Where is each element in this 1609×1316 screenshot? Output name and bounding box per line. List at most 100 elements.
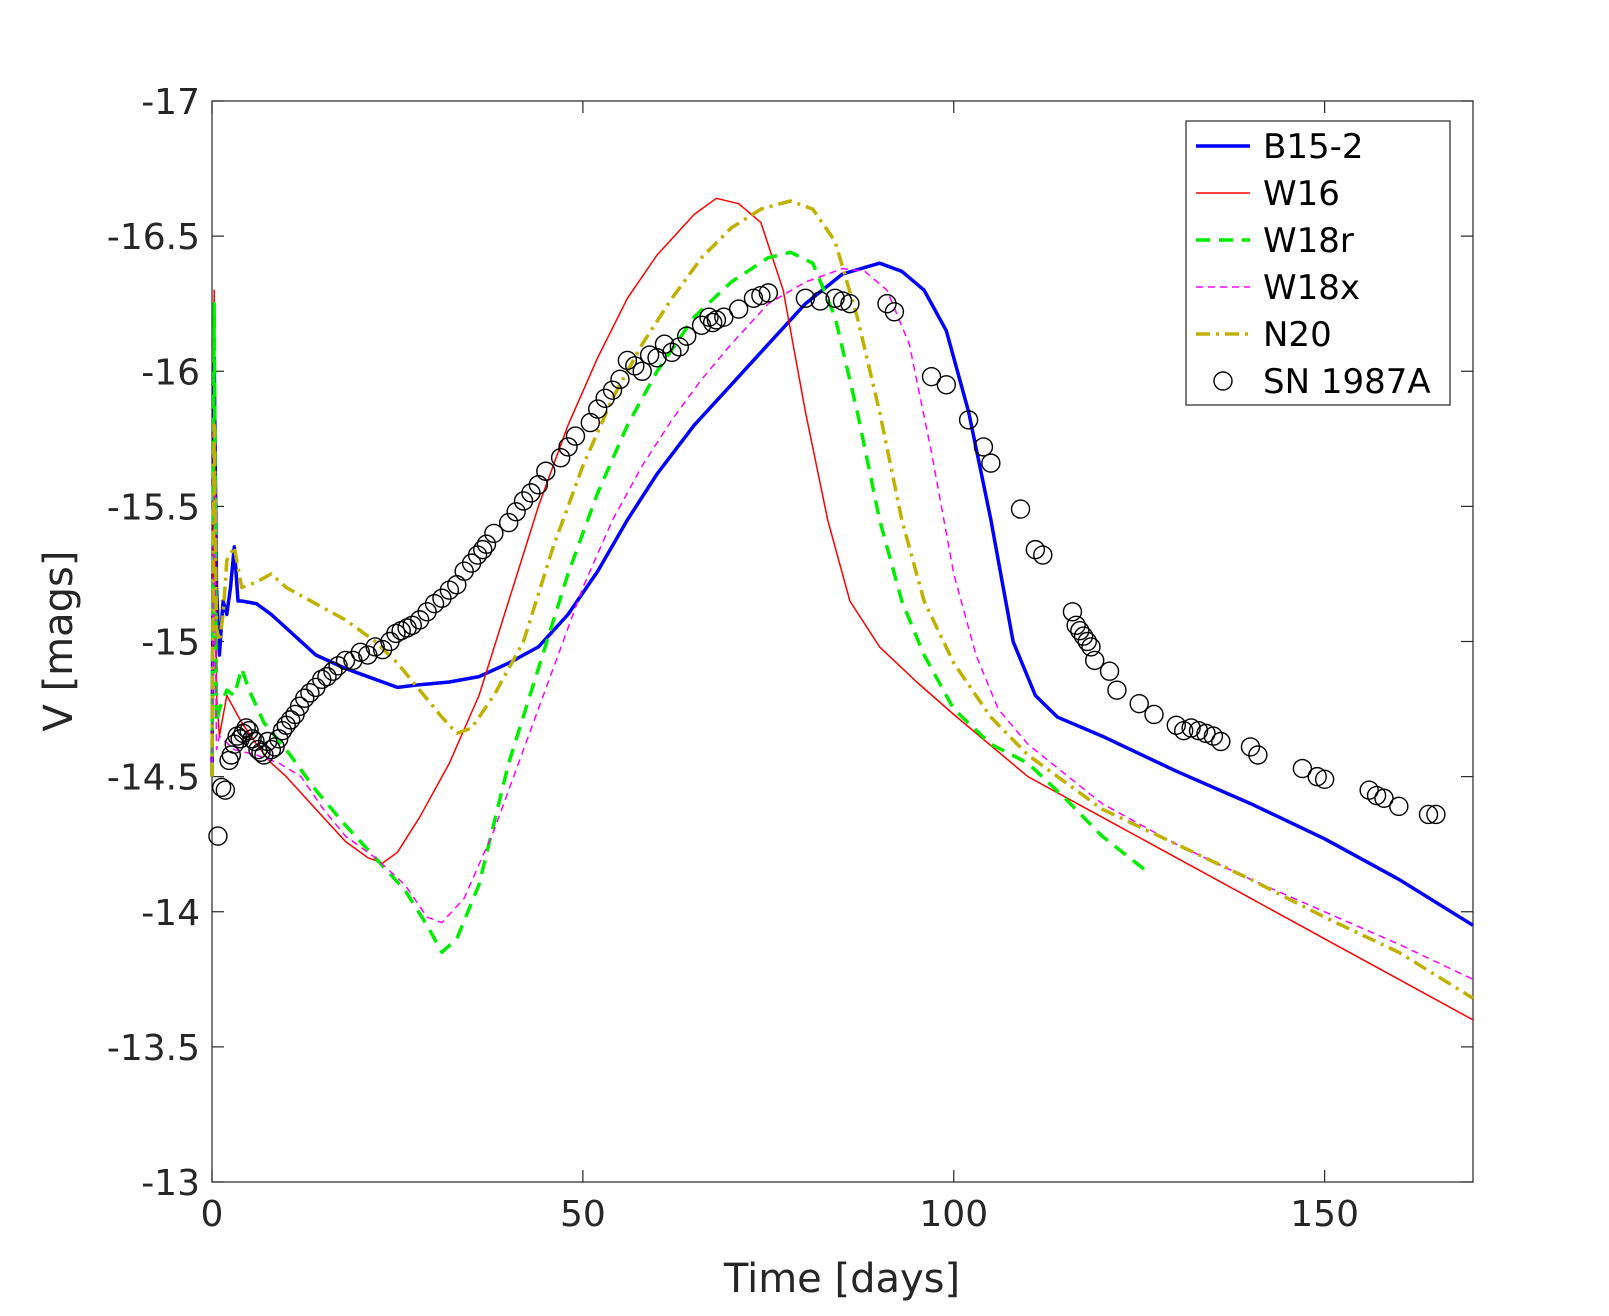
series-line-w18r bbox=[210, 250, 1148, 955]
observation-point bbox=[610, 369, 630, 390]
observation-point bbox=[632, 361, 652, 381]
observation-point bbox=[432, 588, 452, 608]
observation-point bbox=[1144, 704, 1164, 725]
observation-point bbox=[884, 302, 905, 322]
observation-point bbox=[215, 780, 236, 800]
observation-point bbox=[236, 718, 256, 738]
observation-point bbox=[473, 539, 493, 560]
y-tick-label: -17 bbox=[141, 82, 200, 123]
observation-point bbox=[1174, 720, 1194, 741]
observation-point bbox=[832, 291, 853, 311]
legend-swatch-sn-1987a bbox=[1213, 371, 1233, 391]
observation-point bbox=[239, 720, 259, 741]
observation-point bbox=[454, 561, 474, 581]
y-tick-label: -13 bbox=[141, 1163, 200, 1204]
observation-point bbox=[328, 656, 348, 676]
observation-point bbox=[1196, 723, 1216, 744]
observation-point bbox=[208, 826, 228, 846]
x-axis-label: Time [days] bbox=[723, 1256, 960, 1302]
observation-point bbox=[921, 366, 942, 387]
observation-point bbox=[1307, 766, 1327, 787]
y-tick-label: -13.5 bbox=[107, 1028, 200, 1069]
observation-point bbox=[1010, 499, 1031, 519]
observation-point bbox=[1166, 715, 1186, 735]
observation-point bbox=[476, 534, 497, 554]
observation-point bbox=[317, 666, 337, 687]
series-lines bbox=[210, 197, 1474, 1021]
legend-box bbox=[1185, 120, 1451, 406]
observation-point bbox=[1366, 785, 1387, 806]
observation-point bbox=[1203, 726, 1224, 746]
observation-point bbox=[365, 637, 385, 657]
observation-point bbox=[506, 502, 526, 522]
observation-point bbox=[981, 453, 1001, 473]
observation-point bbox=[1033, 545, 1053, 565]
observation-point bbox=[295, 688, 315, 708]
observation-point bbox=[536, 461, 556, 481]
tick-labels: 0 50 100 150 -17 -16.5 -16 -15.5 -15 -14.5 -14 -13.… bbox=[107, 82, 1359, 1235]
observation-point bbox=[825, 288, 845, 308]
observation-point bbox=[417, 602, 437, 622]
observation-point bbox=[654, 334, 675, 354]
observation-point bbox=[1129, 693, 1149, 714]
observation-point bbox=[550, 448, 571, 468]
observation-markers bbox=[208, 283, 1446, 846]
observation-point bbox=[758, 283, 779, 303]
x-tick-label: 150 bbox=[1290, 1194, 1359, 1235]
observation-point bbox=[810, 291, 830, 311]
observation-point bbox=[280, 710, 301, 730]
observation-point bbox=[1099, 661, 1120, 681]
observation-point bbox=[1062, 602, 1083, 622]
observation-point bbox=[1248, 745, 1268, 765]
observation-point bbox=[424, 593, 445, 614]
observation-point bbox=[499, 512, 519, 533]
observation-point bbox=[706, 310, 727, 330]
observation-point bbox=[702, 312, 723, 333]
observation-point bbox=[1077, 631, 1097, 652]
legend-label: W18r bbox=[1263, 221, 1354, 261]
observation-point bbox=[565, 426, 586, 446]
observation-point bbox=[958, 410, 979, 430]
axis-ticks bbox=[211, 100, 1473, 1183]
legend-label: W18x bbox=[1263, 268, 1360, 308]
observation-point bbox=[300, 683, 320, 703]
observation-point bbox=[973, 437, 994, 457]
observation-point bbox=[1418, 804, 1439, 825]
observation-point bbox=[617, 350, 638, 371]
observation-point bbox=[1081, 637, 1101, 657]
x-tick-label: 0 bbox=[201, 1194, 224, 1235]
observation-point bbox=[669, 337, 690, 357]
observation-point bbox=[936, 375, 957, 395]
observation-point bbox=[1107, 680, 1127, 700]
observation-point bbox=[743, 288, 764, 308]
y-tick-label: -14.5 bbox=[107, 758, 200, 799]
observation-point bbox=[402, 615, 422, 635]
series-line-n20 bbox=[210, 199, 1474, 1000]
observation-point bbox=[1181, 718, 1201, 738]
observation-point bbox=[335, 650, 356, 671]
observation-point bbox=[602, 380, 623, 400]
observation-point bbox=[1073, 626, 1094, 646]
observation-point bbox=[1389, 796, 1409, 817]
observation-point bbox=[484, 523, 504, 544]
legend-label: SN 1987A bbox=[1263, 362, 1431, 402]
observation-point bbox=[677, 326, 697, 346]
observation-point bbox=[662, 342, 682, 363]
series-line-b15-2 bbox=[210, 261, 1474, 927]
observation-point bbox=[1066, 615, 1086, 635]
legend-label: N20 bbox=[1263, 315, 1332, 355]
observation-point bbox=[728, 299, 749, 319]
observation-point bbox=[639, 345, 660, 365]
observation-point bbox=[1084, 650, 1105, 671]
observation-point bbox=[1426, 804, 1446, 825]
observation-point bbox=[1240, 737, 1261, 757]
observation-point bbox=[1025, 539, 1046, 560]
observation-point bbox=[242, 729, 262, 749]
observation-point bbox=[795, 288, 816, 308]
observation-point bbox=[595, 388, 615, 408]
x-tick-label: 100 bbox=[919, 1194, 988, 1235]
observation-point bbox=[521, 483, 541, 503]
observation-point bbox=[386, 623, 406, 644]
observation-point bbox=[358, 645, 378, 665]
